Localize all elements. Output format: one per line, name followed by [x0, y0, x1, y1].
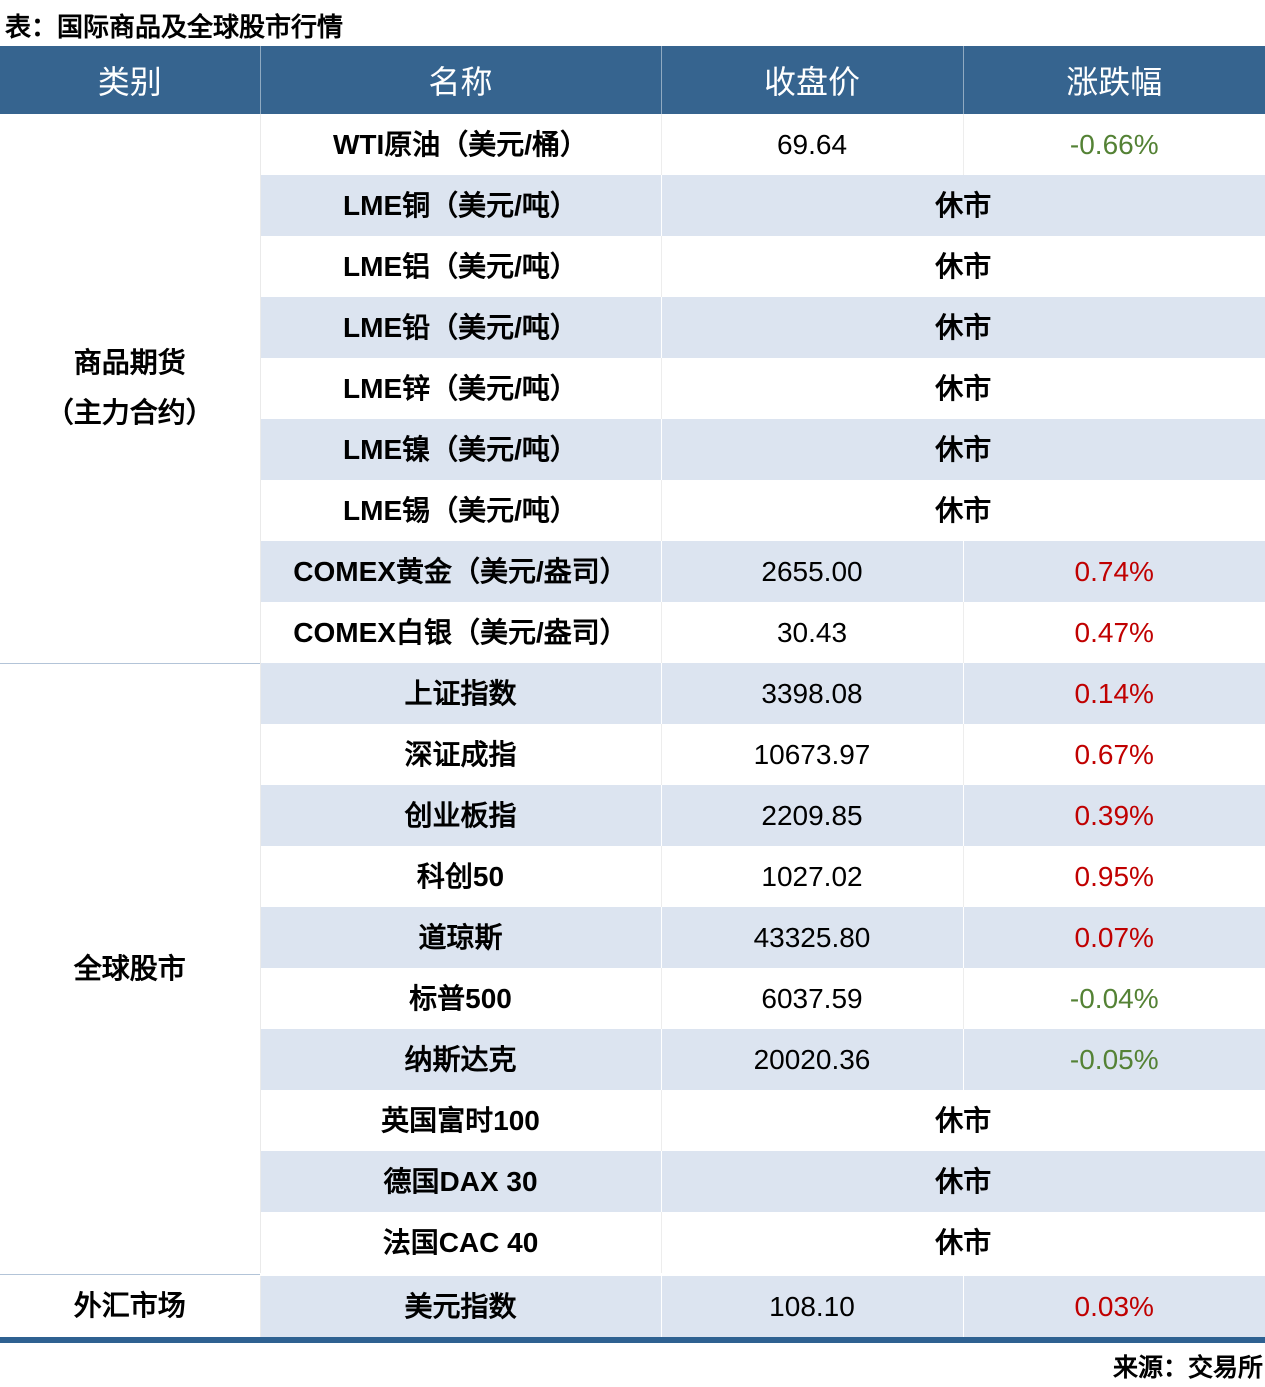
- name-cell: 标普500: [260, 968, 662, 1029]
- column-header-change: 涨跌幅: [963, 46, 1265, 114]
- name-cell: LME镍（美元/吨）: [260, 419, 662, 480]
- close-price-cell: 2209.85: [661, 785, 964, 846]
- name-cell: LME锌（美元/吨）: [260, 358, 662, 419]
- market-closed-cell: 休市: [661, 297, 1265, 358]
- name-cell: 法国CAC 40: [260, 1212, 662, 1275]
- change-percent-cell: 0.14%: [963, 663, 1265, 724]
- source-note: 来源：交易所: [1112, 1354, 1263, 1382]
- table-row: 外汇市场 美元指数 108.10 0.03%: [0, 1273, 1265, 1340]
- table-row: 道琼斯 43325.80 0.07%: [0, 907, 1265, 968]
- table-row: 深证成指 10673.97 0.67%: [0, 724, 1265, 785]
- close-price-cell: 2655.00: [661, 541, 964, 602]
- close-price-cell: 43325.80: [661, 907, 964, 968]
- category-cell: 全球股市: [0, 662, 261, 1275]
- column-header-close: 收盘价: [661, 46, 964, 114]
- table-row: 标普500 6037.59 -0.04%: [0, 968, 1265, 1029]
- table-row: 法国CAC 40 休市: [0, 1212, 1265, 1275]
- name-cell: LME铝（美元/吨）: [260, 236, 662, 297]
- change-percent-cell: -0.66%: [1069, 128, 1159, 160]
- table-row: 英国富时100 休市: [0, 1090, 1265, 1151]
- change-percent-cell: -0.04%: [1069, 982, 1159, 1014]
- market-closed-cell: 休市: [935, 494, 992, 526]
- name-cell: COMEX白银（美元/盎司）: [260, 602, 662, 663]
- table-row: LME铅（美元/吨） 休市: [0, 297, 1265, 358]
- category-cell: 外汇市场: [0, 1274, 261, 1340]
- table-row: 德国DAX 30 休市: [0, 1151, 1265, 1212]
- close-price-cell: 108.10: [661, 1273, 964, 1340]
- table-row: 创业板指 2209.85 0.39%: [0, 785, 1265, 846]
- change-percent-cell: 0.07%: [963, 907, 1265, 968]
- table-header-row: 类别 名称 收盘价 涨跌幅: [0, 46, 1265, 114]
- name-cell: 道琼斯: [260, 907, 662, 968]
- market-closed-cell: 休市: [935, 372, 992, 404]
- name-cell: WTI原油（美元/桶）: [260, 114, 662, 175]
- market-closed-cell: 休市: [661, 175, 1265, 236]
- page-title: 表：国际商品及全球股市行情: [5, 12, 344, 42]
- close-price-cell: 69.64: [661, 114, 964, 175]
- change-percent-cell: 0.03%: [963, 1273, 1265, 1340]
- name-cell: LME铅（美元/吨）: [260, 297, 662, 358]
- name-cell: 纳斯达克: [260, 1029, 662, 1090]
- name-cell: 德国DAX 30: [260, 1151, 662, 1212]
- table-row: 全球股市 上证指数 3398.08 0.14%: [0, 662, 1265, 1275]
- market-quotes-table: 类别 名称 收盘价 涨跌幅 商品期货 （主力合约） WTI原油（美元/桶） 69.6…: [0, 46, 1265, 1343]
- table-row: LME铝（美元/吨） 休市: [0, 236, 1265, 297]
- name-cell: LME锡（美元/吨）: [260, 480, 662, 541]
- market-closed-cell: 休市: [935, 250, 992, 282]
- change-percent-cell: 0.95%: [1074, 860, 1154, 892]
- name-cell: COMEX黄金（美元/盎司）: [260, 541, 662, 602]
- market-closed-cell: 休市: [935, 1226, 992, 1258]
- close-price-cell: 3398.08: [661, 663, 964, 724]
- column-header-category: 类别: [0, 46, 261, 114]
- table-row: LME锌（美元/吨） 休市: [0, 358, 1265, 419]
- market-closed-cell: 休市: [661, 1151, 1265, 1212]
- name-cell: 创业板指: [260, 785, 662, 846]
- table-row: 科创50 1027.02 0.95%: [0, 846, 1265, 907]
- table-row: COMEX黄金（美元/盎司） 2655.00 0.74%: [0, 541, 1265, 602]
- change-percent-cell: 0.67%: [1074, 738, 1154, 770]
- column-header-name: 名称: [260, 46, 662, 114]
- close-price-cell: 30.43: [661, 602, 964, 663]
- close-price-cell: 6037.59: [661, 968, 964, 1029]
- table-row: 商品期货 （主力合约） WTI原油（美元/桶） 69.64 -0.66%: [0, 114, 1265, 663]
- name-cell: 深证成指: [260, 724, 662, 785]
- change-percent-cell: -0.05%: [963, 1029, 1265, 1090]
- change-percent-cell: 0.47%: [1074, 616, 1154, 648]
- name-cell: 科创50: [260, 846, 662, 907]
- table-row: LME铜（美元/吨） 休市: [0, 175, 1265, 236]
- close-price-cell: 20020.36: [661, 1029, 964, 1090]
- table-row: LME锡（美元/吨） 休市: [0, 480, 1265, 541]
- change-percent-cell: 0.39%: [963, 785, 1265, 846]
- name-cell: LME铜（美元/吨）: [260, 175, 662, 236]
- category-cell: 商品期货 （主力合约）: [0, 114, 261, 663]
- table-body: 商品期货 （主力合约） WTI原油（美元/桶） 69.64 -0.66% LME铜（美元…: [0, 114, 1265, 1340]
- market-closed-cell: 休市: [935, 1104, 992, 1136]
- table-row: LME镍（美元/吨） 休市: [0, 419, 1265, 480]
- name-cell: 英国富时100: [260, 1090, 662, 1151]
- market-closed-cell: 休市: [661, 419, 1265, 480]
- table-row: 纳斯达克 20020.36 -0.05%: [0, 1029, 1265, 1090]
- name-cell: 美元指数: [260, 1273, 662, 1340]
- change-percent-cell: 0.74%: [963, 541, 1265, 602]
- name-cell: 上证指数: [260, 663, 662, 724]
- close-price-cell: 1027.02: [661, 846, 964, 907]
- table-row: COMEX白银（美元/盎司） 30.43 0.47%: [0, 602, 1265, 663]
- close-price-cell: 10673.97: [661, 724, 964, 785]
